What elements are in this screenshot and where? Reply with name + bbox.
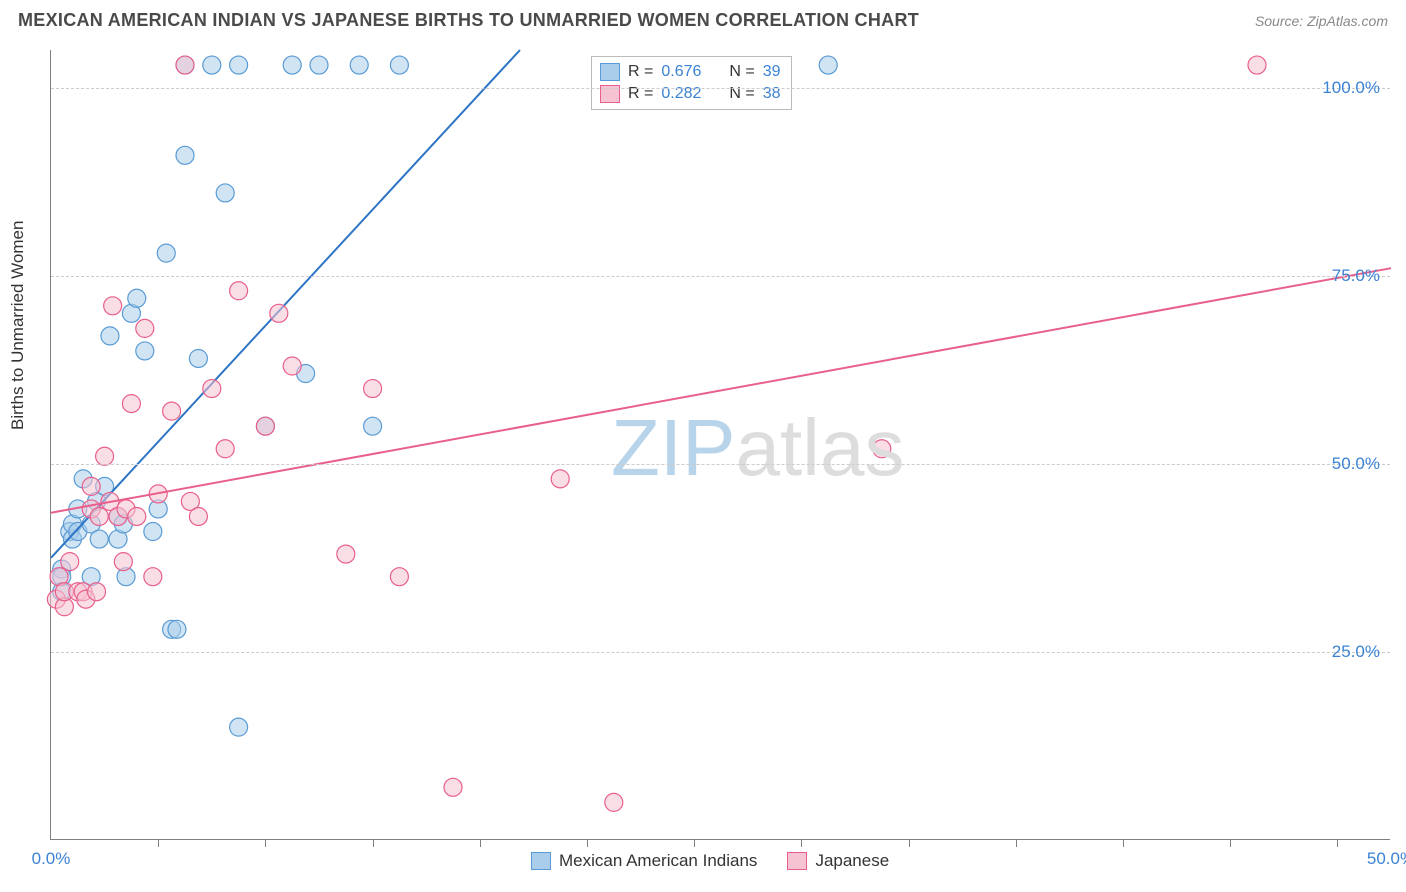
y-tick-label: 50.0% <box>1332 454 1380 474</box>
x-tick <box>158 839 159 847</box>
data-point <box>203 56 221 74</box>
gridline <box>51 276 1390 277</box>
data-point <box>230 56 248 74</box>
data-point <box>256 417 274 435</box>
data-point <box>230 718 248 736</box>
data-point <box>90 507 108 525</box>
data-point <box>122 395 140 413</box>
data-point <box>873 440 891 458</box>
data-point <box>270 304 288 322</box>
data-point <box>230 282 248 300</box>
data-point <box>1248 56 1266 74</box>
data-point <box>283 56 301 74</box>
x-tick <box>1230 839 1231 847</box>
data-point <box>364 380 382 398</box>
chart-title: MEXICAN AMERICAN INDIAN VS JAPANESE BIRT… <box>18 10 919 31</box>
legend-swatch-blue <box>531 852 551 870</box>
x-tick <box>694 839 695 847</box>
x-tick <box>1123 839 1124 847</box>
x-tick <box>480 839 481 847</box>
x-tick <box>801 839 802 847</box>
data-point <box>144 523 162 541</box>
data-point <box>283 357 301 375</box>
x-tick <box>909 839 910 847</box>
data-point <box>168 620 186 638</box>
data-point <box>114 553 132 571</box>
scatter-plot-svg <box>51 50 1390 839</box>
data-point <box>203 380 221 398</box>
correlation-legend: R = 0.676 N = 39 R = 0.282 N = 38 <box>591 56 792 110</box>
series-legend: Mexican American Indians Japanese <box>531 851 889 871</box>
legend-item-series1: Mexican American Indians <box>531 851 757 871</box>
data-point <box>101 327 119 345</box>
data-point <box>189 507 207 525</box>
data-point <box>390 568 408 586</box>
gridline <box>51 88 1390 89</box>
data-point <box>128 289 146 307</box>
data-point <box>189 349 207 367</box>
x-tick <box>373 839 374 847</box>
data-point <box>216 184 234 202</box>
x-tick <box>1337 839 1338 847</box>
data-point <box>157 244 175 262</box>
legend-row-series2: R = 0.282 N = 38 <box>600 83 781 105</box>
legend-swatch-pink <box>787 852 807 870</box>
plot-area: ZIPatlas R = 0.676 N = 39 R = 0.282 N = … <box>50 50 1390 840</box>
data-point <box>819 56 837 74</box>
data-point <box>61 553 79 571</box>
data-point <box>82 477 100 495</box>
y-tick-label: 25.0% <box>1332 642 1380 662</box>
legend-swatch-blue <box>600 63 620 81</box>
y-tick-label: 75.0% <box>1332 266 1380 286</box>
x-tick <box>587 839 588 847</box>
data-point <box>144 568 162 586</box>
data-point <box>136 319 154 337</box>
data-point <box>551 470 569 488</box>
data-point <box>605 793 623 811</box>
gridline <box>51 652 1390 653</box>
data-point <box>310 56 328 74</box>
data-point <box>90 530 108 548</box>
data-point <box>136 342 154 360</box>
gridline <box>51 464 1390 465</box>
data-point <box>176 56 194 74</box>
data-point <box>128 507 146 525</box>
trend-line <box>51 268 1391 513</box>
y-tick-label: 100.0% <box>1322 78 1380 98</box>
data-point <box>216 440 234 458</box>
legend-item-series2: Japanese <box>787 851 889 871</box>
x-tick <box>265 839 266 847</box>
data-point <box>163 402 181 420</box>
chart-header: MEXICAN AMERICAN INDIAN VS JAPANESE BIRT… <box>0 0 1406 39</box>
data-point <box>96 447 114 465</box>
x-tick-label: 50.0% <box>1367 849 1406 869</box>
y-axis-label: Births to Unmarried Women <box>8 221 28 430</box>
data-point <box>176 146 194 164</box>
data-point <box>88 583 106 601</box>
data-point <box>350 56 368 74</box>
data-point <box>444 778 462 796</box>
data-point <box>337 545 355 563</box>
x-tick-label: 0.0% <box>32 849 71 869</box>
chart-source: Source: ZipAtlas.com <box>1255 13 1388 29</box>
data-point <box>390 56 408 74</box>
legend-row-series1: R = 0.676 N = 39 <box>600 61 781 83</box>
data-point <box>364 417 382 435</box>
data-point <box>104 297 122 315</box>
x-tick <box>1016 839 1017 847</box>
